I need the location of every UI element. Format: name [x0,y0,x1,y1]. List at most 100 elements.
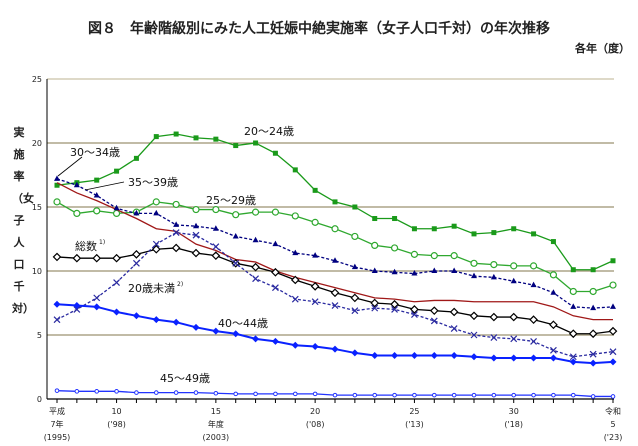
data-point [291,295,299,303]
data-point [251,262,260,272]
data-point [530,281,537,288]
data-point [312,391,318,397]
data-point [568,329,578,339]
data-point [529,262,538,270]
y-tick-label: 0 [37,395,42,404]
data-point [531,392,536,398]
data-point [590,304,597,311]
data-point [589,287,597,296]
data-point [352,392,358,398]
y-tick-label: 25 [32,75,42,84]
data-point [510,354,518,362]
data-point [431,226,437,232]
data-point [550,289,557,295]
data-point [251,208,260,216]
series-label: 30～34歳 [70,146,120,159]
data-point [113,308,121,316]
data-point [570,392,576,398]
series-35～39歳 [54,175,616,311]
data-point [92,253,102,263]
data-point [351,263,358,270]
data-point [232,330,240,338]
data-point [431,267,438,273]
data-point [430,317,438,325]
data-point [331,225,339,233]
series-footnote-marker: 2) [177,281,183,288]
data-point [531,231,537,237]
series-label: 20～24歳 [244,125,294,138]
data-point [371,267,378,273]
x-tick-label: 7年 [50,419,63,429]
data-point [429,306,439,316]
data-point [292,167,298,173]
data-point [272,240,279,247]
data-point [232,259,240,267]
data-point [310,282,320,291]
data-point [54,175,60,181]
data-point [192,231,200,239]
data-point [191,248,201,258]
data-point [430,351,438,359]
data-point [133,259,140,267]
data-point [93,303,101,311]
data-point [173,390,179,395]
data-point [471,272,477,279]
data-point [412,392,417,398]
data-point [112,253,121,263]
data-point [590,267,596,273]
data-point [232,211,240,219]
data-point [569,358,577,366]
data-point [271,208,280,216]
data-point [549,320,558,330]
data-point [430,252,438,260]
data-point [511,226,517,232]
series-label: 45～49歳 [160,372,210,385]
series-footnote-marker: 1) [99,239,105,246]
data-point [153,209,160,216]
data-point [291,212,299,220]
data-point [252,236,259,243]
data-point [212,243,220,251]
data-point [451,223,457,229]
data-point [114,168,120,174]
data-point [153,390,159,395]
data-point [93,294,101,302]
data-point [351,307,359,315]
data-point [490,273,497,280]
data-point [193,390,199,395]
data-point [510,335,518,343]
data-point [133,209,140,216]
data-point [114,389,119,394]
series-label: 40～44歳 [218,317,268,330]
x-tick-label: 20 [310,407,320,416]
x-tick-label: (2003) [203,433,230,442]
x-tick-label: 25 [409,407,419,416]
data-point [172,200,180,209]
data-point [232,232,239,239]
data-point [490,261,498,269]
y-tick-label: 5 [37,331,42,340]
data-point [570,303,577,309]
series-総数 [52,243,618,339]
x-tick-label: 15 [211,407,221,416]
data-point [510,277,517,284]
data-point [392,216,398,222]
data-point [53,300,61,308]
data-point [173,221,180,227]
data-point [351,349,359,357]
data-point [411,226,417,232]
data-point [212,205,220,214]
x-tick-label: 平成 [49,406,65,416]
data-point [292,249,299,256]
data-point [469,311,479,321]
data-point [410,250,419,258]
data-point [491,392,497,398]
data-point [153,134,159,140]
data-point [271,267,280,277]
data-point [391,268,398,275]
data-point [53,316,61,324]
data-point [391,351,399,359]
data-point [451,267,458,273]
data-point [212,327,220,335]
